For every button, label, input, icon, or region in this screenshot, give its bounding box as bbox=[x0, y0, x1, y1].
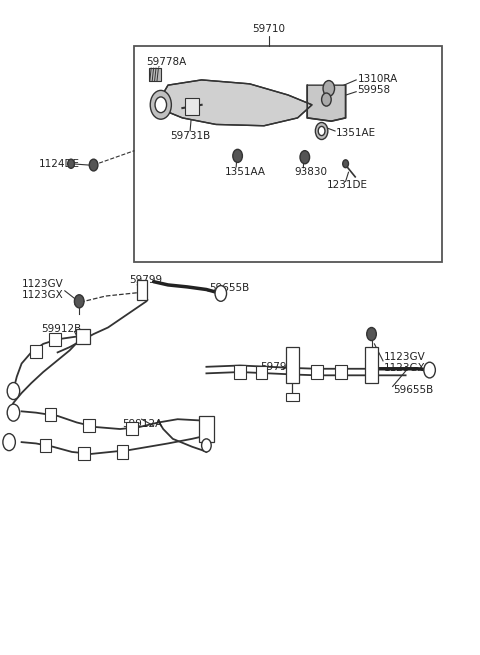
Circle shape bbox=[89, 159, 98, 171]
Bar bbox=[126, 422, 138, 435]
Bar bbox=[199, 416, 214, 442]
Text: 1123GX: 1123GX bbox=[22, 290, 63, 301]
Text: 59912A: 59912A bbox=[122, 419, 163, 430]
Circle shape bbox=[68, 159, 74, 168]
Text: 59778A: 59778A bbox=[146, 57, 187, 67]
Bar bbox=[134, 46, 442, 262]
Text: 59655B: 59655B bbox=[209, 283, 249, 293]
Polygon shape bbox=[158, 80, 312, 126]
Bar bbox=[256, 366, 267, 379]
Bar bbox=[40, 439, 51, 452]
Polygon shape bbox=[307, 85, 346, 121]
Text: 59799: 59799 bbox=[130, 275, 163, 286]
Circle shape bbox=[7, 383, 20, 400]
Circle shape bbox=[150, 90, 171, 119]
Circle shape bbox=[233, 149, 242, 162]
Text: 59958: 59958 bbox=[358, 85, 391, 96]
Text: 59655B: 59655B bbox=[394, 384, 434, 395]
Text: 1351AA: 1351AA bbox=[225, 166, 265, 177]
Text: 1123GV: 1123GV bbox=[22, 279, 63, 290]
Circle shape bbox=[424, 362, 435, 378]
Bar bbox=[365, 347, 378, 383]
Text: 59912B: 59912B bbox=[41, 324, 81, 334]
Bar bbox=[30, 345, 42, 358]
Bar bbox=[78, 447, 90, 460]
Bar bbox=[286, 393, 299, 401]
Text: 1310RA: 1310RA bbox=[358, 73, 398, 84]
Bar bbox=[335, 365, 347, 379]
Circle shape bbox=[202, 439, 211, 452]
Circle shape bbox=[3, 434, 15, 451]
Text: 1123GV: 1123GV bbox=[384, 352, 426, 362]
Circle shape bbox=[318, 126, 325, 136]
Bar bbox=[83, 419, 95, 432]
Bar bbox=[286, 347, 299, 383]
Bar bbox=[137, 280, 147, 300]
Circle shape bbox=[7, 404, 20, 421]
Bar bbox=[311, 365, 323, 379]
Circle shape bbox=[322, 93, 331, 106]
Text: 93830: 93830 bbox=[294, 167, 327, 178]
Bar bbox=[234, 365, 246, 379]
Circle shape bbox=[367, 328, 376, 341]
Bar bbox=[117, 445, 128, 458]
Circle shape bbox=[155, 97, 167, 113]
Circle shape bbox=[343, 160, 348, 168]
Circle shape bbox=[215, 286, 227, 301]
Bar bbox=[49, 333, 61, 346]
Text: 1231DE: 1231DE bbox=[326, 180, 367, 191]
Text: 1124DE: 1124DE bbox=[38, 159, 79, 169]
Circle shape bbox=[323, 81, 335, 96]
Circle shape bbox=[74, 295, 84, 308]
Bar bbox=[45, 408, 56, 421]
Circle shape bbox=[300, 151, 310, 164]
Text: 59731B: 59731B bbox=[170, 130, 211, 141]
Circle shape bbox=[315, 122, 328, 140]
Bar bbox=[185, 98, 199, 115]
Text: 1123GX: 1123GX bbox=[384, 363, 426, 373]
Bar bbox=[149, 68, 161, 81]
Bar bbox=[76, 329, 90, 344]
Text: 1351AE: 1351AE bbox=[336, 128, 376, 138]
Text: 59710: 59710 bbox=[252, 24, 285, 35]
Text: 59798A: 59798A bbox=[261, 362, 301, 372]
